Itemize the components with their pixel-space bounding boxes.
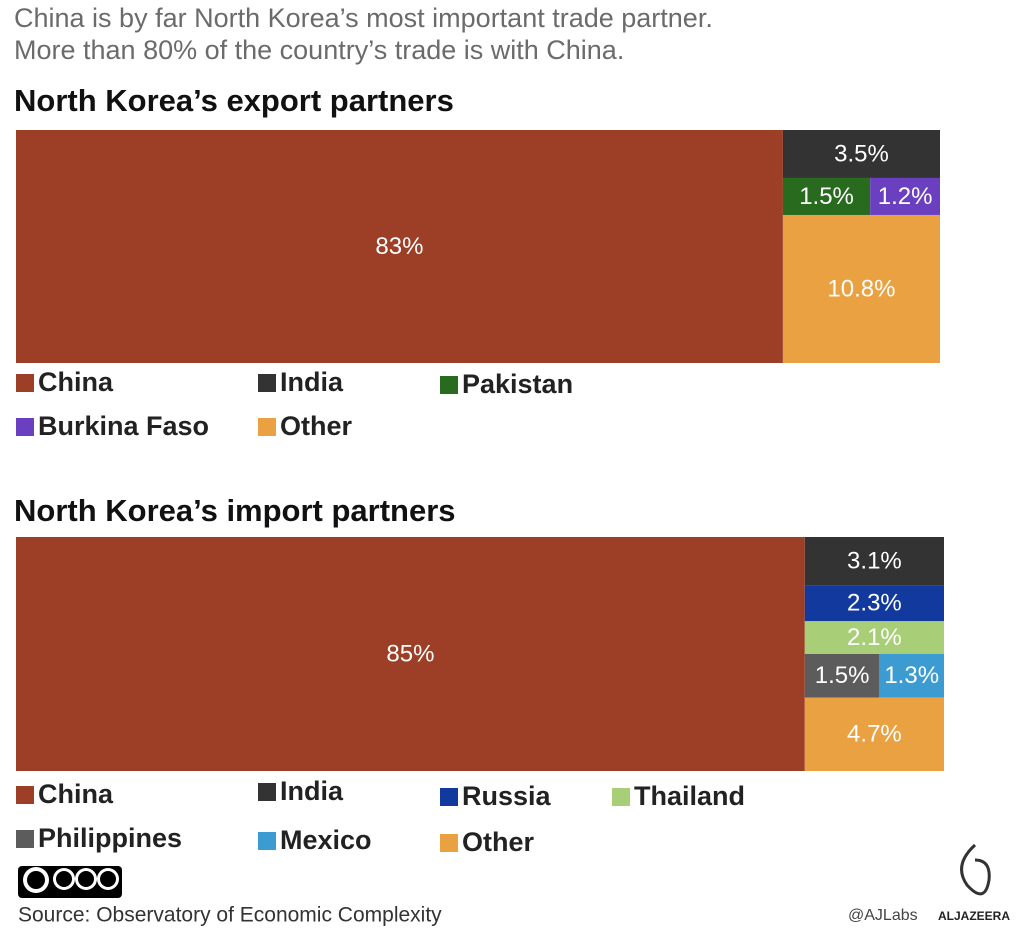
value-label: 2.3% [847, 590, 902, 617]
chart-title: North Korea’s export partners [14, 83, 454, 118]
cc-license-icon [18, 866, 122, 898]
legend-label: Philippines [38, 823, 182, 853]
legend-label: Thailand [634, 781, 745, 811]
value-label: 3.5% [834, 140, 889, 167]
chart-title: North Korea’s import partners [14, 493, 456, 528]
value-label: 83% [375, 233, 423, 260]
treemap-cell [16, 537, 805, 771]
legend-label: Mexico [280, 825, 372, 855]
treemap-cell [16, 130, 783, 363]
legend-label: India [280, 367, 344, 397]
legend-swatch [258, 374, 276, 392]
subtitle-line: More than 80% of the country’s trade is … [14, 35, 624, 65]
legend-swatch [440, 788, 458, 806]
legend-swatch [440, 834, 458, 852]
treemap-cell [782, 214, 940, 363]
legend-label: Other [280, 411, 353, 441]
value-label: 10.8% [827, 275, 895, 302]
value-label: 1.3% [884, 662, 939, 689]
treemap-cell [804, 585, 944, 622]
value-label: 4.7% [847, 721, 902, 748]
treemap-cell [870, 177, 940, 215]
legend-swatch [16, 374, 34, 392]
legend-label: India [280, 776, 344, 806]
legend-label: China [38, 367, 114, 397]
brand: ALJAZEERA [938, 909, 1010, 923]
value-label: 85% [386, 640, 434, 667]
legend-swatch [16, 830, 34, 848]
legend-label: Burkina Faso [38, 411, 209, 441]
treemap-cell [804, 621, 944, 654]
treemap-cell [804, 654, 880, 698]
legend-swatch [258, 832, 276, 850]
source: Source: Observatory of Economic Complexi… [18, 904, 442, 927]
legend-swatch [258, 418, 276, 436]
value-label: 1.2% [878, 183, 933, 210]
legend-swatch [258, 783, 276, 801]
treemap-cell [879, 654, 944, 698]
legend-swatch [16, 418, 34, 436]
treemap-cell [782, 130, 940, 178]
value-label: 1.5% [815, 662, 870, 689]
subtitle-line: China is by far North Korea’s most impor… [14, 3, 713, 33]
credit: @AJLabs [848, 907, 918, 924]
legend-label: China [38, 779, 114, 809]
legend-label: Other [462, 827, 535, 857]
value-label: 1.5% [799, 183, 854, 210]
treemap-cell [804, 537, 944, 586]
legend-swatch [440, 376, 458, 394]
treemap-cell [804, 697, 944, 771]
brand-logo [960, 843, 991, 896]
legend-label: Pakistan [462, 369, 573, 399]
legend-swatch [612, 788, 630, 806]
value-label: 3.1% [847, 548, 902, 575]
legend-swatch [16, 786, 34, 804]
legend-label: Russia [462, 781, 552, 811]
treemap-cell [782, 177, 871, 215]
value-label: 2.1% [847, 624, 902, 651]
